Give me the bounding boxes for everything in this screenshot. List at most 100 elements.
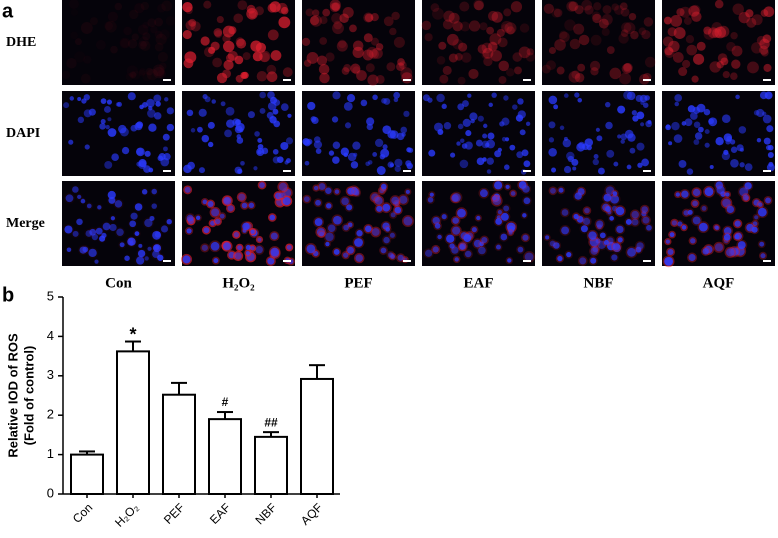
nucleus [382,203,391,212]
nucleus [270,247,280,257]
cell [623,63,632,72]
micrograph [181,180,295,267]
cell [523,251,535,263]
nucleus [499,121,505,127]
nucleus [698,222,708,232]
cell [501,24,510,32]
cell [501,203,511,213]
cell [497,37,508,48]
nucleus [403,110,410,117]
nucleus [118,124,127,134]
nucleus [726,205,735,214]
cell [331,2,341,12]
nucleus [596,220,604,228]
nucleus [739,147,744,152]
micrograph [422,179,535,266]
cell [146,68,159,81]
nucleus [282,197,291,206]
cell [691,11,702,22]
y-axis-label: Relative IOD of ROS [5,333,20,458]
nucleus [234,166,242,174]
cell [400,67,413,80]
nucleus [462,118,471,127]
nucleus [432,216,440,225]
column-label: NBF [584,275,614,291]
nucleus [280,103,289,112]
nucleus [313,185,319,191]
nucleus [626,164,632,170]
nucleus [64,225,73,234]
nucleus [493,193,500,200]
column-label: PEF [344,275,372,291]
nucleus [664,256,674,266]
nucleus [495,218,503,225]
x-tick-label: NBF [252,500,279,527]
nucleus [207,141,214,148]
nucleus [375,138,384,148]
cell [140,1,150,11]
nucleus [704,187,714,197]
nucleus [491,92,497,98]
nucleus [328,150,335,156]
cell [371,47,383,59]
nucleus [457,123,464,130]
nucleus [97,205,102,210]
cell [745,9,754,18]
cell [182,30,192,40]
cell [682,59,691,69]
cell [644,56,656,68]
y-tick-label: 0 [47,485,54,500]
micrograph [182,0,295,85]
nucleus [471,227,477,233]
nucleus [571,158,579,166]
nucleus [286,244,292,250]
cell [667,27,677,37]
nucleus [334,189,340,194]
cell [573,23,585,35]
nucleus [597,240,606,249]
cell [423,248,434,259]
micrograph [542,90,655,176]
nucleus [160,225,169,233]
nucleus [494,150,502,158]
cell [498,75,507,84]
nucleus [504,164,510,170]
cell [593,2,602,11]
nucleus [759,241,765,247]
cell [662,36,674,47]
cell [391,11,400,21]
cell [310,14,322,27]
nucleus [99,123,106,130]
nucleus [72,230,79,237]
nucleus [380,247,387,254]
nucleus [100,119,106,125]
cell [488,42,498,52]
cell [188,18,197,27]
nucleus [642,216,650,224]
cell [352,40,364,52]
nucleus [549,240,556,247]
column-label: H₂O₂ [222,275,255,291]
nucleus [201,134,210,143]
cell [731,45,743,57]
nucleus [692,200,698,207]
cell [203,0,212,9]
nucleus [166,107,174,115]
nucleus [678,160,687,168]
nucleus [766,125,774,133]
nucleus [627,133,636,142]
cell [269,1,281,13]
y-tick-label: 2 [47,407,54,422]
nucleus [512,104,518,110]
cell [568,70,581,83]
nucleus [636,111,645,120]
cell [256,71,268,82]
cell [352,66,361,75]
nucleus [703,108,711,116]
nucleus [341,197,349,206]
cell [483,56,493,67]
nucleus [459,243,466,250]
cell [127,38,138,49]
cell [350,186,361,197]
cell [367,74,379,86]
